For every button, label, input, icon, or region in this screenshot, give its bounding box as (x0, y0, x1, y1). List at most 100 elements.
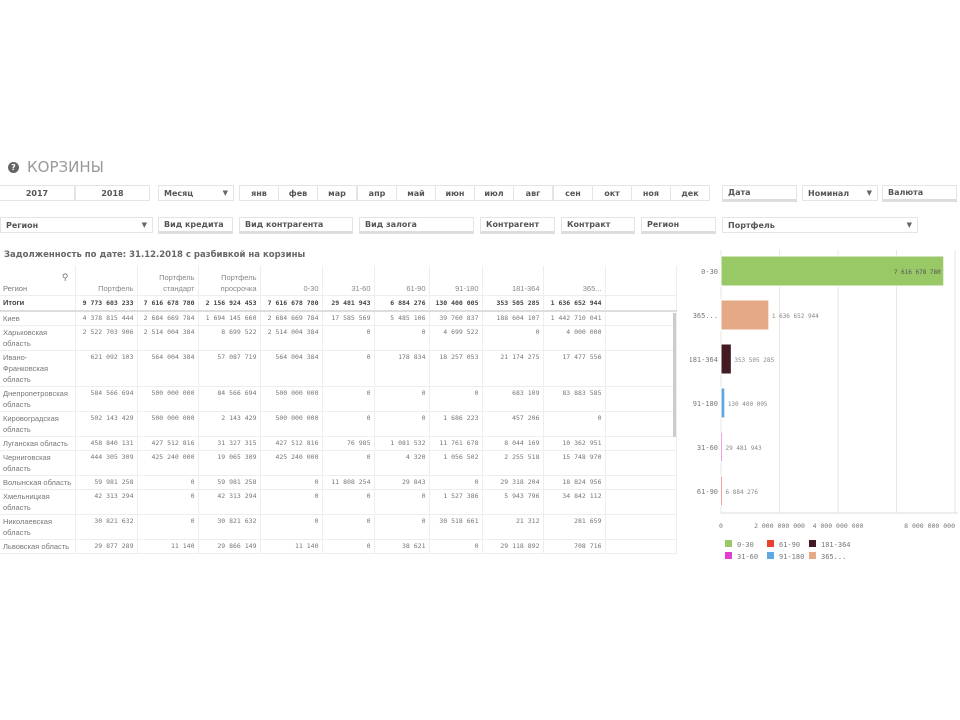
column-header[interactable]: Портфель просрочка (198, 266, 261, 296)
column-header[interactable]: Регион ⚲ (0, 266, 76, 296)
month-10[interactable]: ноя (631, 185, 671, 201)
data-label: 29 481 943 (726, 445, 763, 452)
counterparty-filter[interactable]: Контрагент (480, 217, 555, 234)
page-title: ? КОРЗИНЫ (8, 158, 104, 176)
table-cell: 2 514 004 384 (260, 325, 323, 351)
data-label: 6 884 276 (726, 489, 759, 496)
table-cell: Кировоградская область (0, 411, 76, 437)
year-2017[interactable]: 2017 (0, 185, 75, 201)
region-dropdown[interactable]: Регион ▼ (0, 217, 153, 233)
column-header-label: Портфель (98, 283, 134, 293)
legend-swatch (809, 552, 816, 559)
table-row[interactable]: Ивано-Франковская область 621 092 103 564 … (0, 350, 677, 387)
table-cell: 29 118 892 (482, 539, 544, 554)
month-9[interactable]: окт (592, 185, 632, 201)
credit-type-filter[interactable]: Вид кредита (158, 217, 233, 234)
question-icon[interactable]: ? (8, 161, 19, 173)
period-dropdown[interactable]: Месяц ▼ (158, 185, 234, 201)
table-cell-empty (605, 295, 677, 312)
month-5[interactable]: июн (435, 185, 475, 201)
month-4[interactable]: май (396, 185, 436, 201)
table-cell: 2 255 518 (482, 450, 544, 476)
table-cell: 1 056 502 (429, 450, 483, 476)
table-row[interactable]: Кировоградская область 502 143 429 500 000… (0, 411, 677, 437)
month-3[interactable]: апр (357, 185, 397, 201)
month-1[interactable]: фев (278, 185, 318, 201)
table-cell: 29 481 943 (322, 295, 375, 312)
legend-swatch (767, 540, 774, 547)
table-cell: 21 174 275 (482, 350, 544, 387)
month-7[interactable]: авг (513, 185, 553, 201)
chevron-down-icon: ▼ (141, 221, 147, 229)
table-cell: 76 985 (322, 436, 375, 451)
date-field[interactable]: Дата (722, 185, 797, 202)
table-row[interactable]: Хмельницкая область 42 313 294 0 42 313 294… (0, 489, 677, 515)
counterparty-type-filter[interactable]: Вид контрагента (239, 217, 353, 234)
column-header[interactable]: Портфель стандарт (137, 266, 199, 296)
month-5-label: июн (445, 188, 465, 198)
search-icon[interactable]: ⚲ (61, 272, 69, 282)
table-cell: 29 866 149 (198, 539, 261, 554)
legend-swatch (725, 540, 732, 547)
table-cell: 11 761 678 (429, 436, 483, 451)
table-cell: 0 (374, 411, 430, 437)
column-header-label: 365... (582, 283, 602, 293)
column-header[interactable]: Портфель (75, 266, 138, 296)
nominal-dropdown[interactable]: Номинал ▼ (802, 185, 878, 201)
table-cell: 38 621 (374, 539, 430, 554)
table-cell: 6 884 276 (374, 295, 430, 312)
year-2017-label: 2017 (25, 188, 49, 198)
table-cell: 83 883 585 (543, 386, 606, 412)
month-2[interactable]: мар (317, 185, 357, 201)
table-row[interactable]: Киев 4 378 815 444 2 684 669 784 1 694 145 … (0, 310, 677, 326)
table-row[interactable]: Харьковская область 2 522 703 906 2 514 00… (0, 325, 677, 351)
currency-field-label: Валюта (888, 188, 924, 197)
month-8[interactable]: сен (553, 185, 593, 201)
table-cell: Днепропетровская область (0, 386, 76, 412)
table-row[interactable]: Николаевская область 30 821 632 0 30 821 63… (0, 514, 677, 540)
month-11[interactable]: дек (670, 185, 710, 201)
month-0-label: янв (251, 188, 267, 198)
period-dropdown-label: Месяц (164, 188, 194, 198)
column-header-empty (605, 266, 677, 296)
table-row[interactable]: Черниговская область 444 305 309 425 240 0… (0, 450, 677, 476)
table-cell: 29 843 (374, 475, 430, 490)
contract-filter[interactable]: Контракт (561, 217, 635, 234)
table-cell: 30 518 661 (429, 514, 483, 540)
table-cell: 59 981 258 (198, 475, 261, 490)
column-header[interactable]: 365... (543, 266, 606, 296)
region-filter[interactable]: Регион (641, 217, 716, 234)
table-cell: 1 442 710 041 (543, 310, 606, 326)
table-row[interactable]: Львовская область 29 877 289 11 140 29 866 … (0, 539, 677, 554)
month-9-label: окт (604, 188, 620, 198)
column-header[interactable]: 61-90 (374, 266, 430, 296)
legend-swatch (725, 552, 732, 559)
table-scrollbar[interactable] (673, 313, 676, 437)
currency-field[interactable]: Валюта (882, 185, 957, 202)
column-header-label: 61-90 (406, 283, 426, 293)
table-cell-empty (605, 450, 677, 476)
category-label: 181-364 (690, 356, 718, 364)
category-label: 91-180 (693, 400, 718, 408)
category-label: 31-60 (697, 444, 718, 452)
table-cell: 7 616 678 780 (137, 295, 199, 312)
column-header-label: 0-30 (303, 283, 319, 293)
month-0[interactable]: янв (239, 185, 279, 201)
totals-row[interactable]: Итоги 9 773 603 233 7 616 678 780 2 156 924… (0, 295, 677, 312)
year-2018[interactable]: 2018 (75, 185, 150, 201)
table-row[interactable]: Днепропетровская область 584 566 694 500 0… (0, 386, 677, 412)
x-tick-label: 2 000 000 000 (754, 522, 805, 530)
column-header[interactable]: 31-60 (322, 266, 375, 296)
month-6[interactable]: июл (474, 185, 514, 201)
table-cell: 0 (322, 386, 375, 412)
collateral-type-filter[interactable]: Вид залога (359, 217, 474, 234)
column-header[interactable]: 91-180 (429, 266, 483, 296)
column-header[interactable]: 181-364 (482, 266, 544, 296)
table-row[interactable]: Волынская область 59 981 258 0 59 981 258 0 1… (0, 475, 677, 490)
table-cell: Львовская область (0, 539, 76, 554)
title-text: КОРЗИНЫ (27, 158, 104, 176)
column-header[interactable]: 0-30 (260, 266, 323, 296)
table-row[interactable]: Луганская область 458 840 131 427 512 816 3… (0, 436, 677, 451)
portfolio-dropdown[interactable]: Портфель ▼ (722, 217, 918, 233)
table-cell: 4 320 (374, 450, 430, 476)
